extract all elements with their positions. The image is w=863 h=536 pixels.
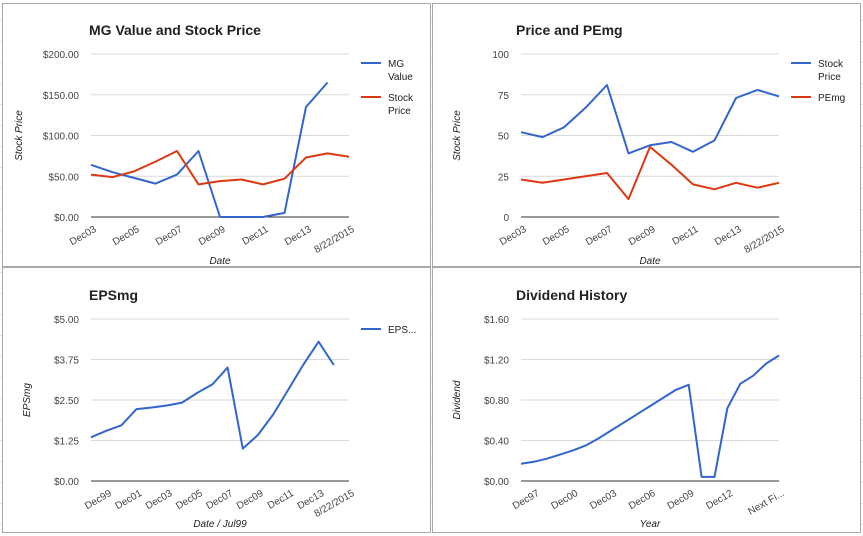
series-line-stock-price <box>520 84 780 155</box>
x-tick-label: Dec05 <box>174 488 205 512</box>
chart-panel-dividend-history[interactable]: Dividend History $0.00 $0.40 $0.80 $1.20 $1.6… <box>432 267 861 533</box>
x-tick-label: Dec01 <box>113 488 144 512</box>
y-tick-label: $100.00 <box>43 132 80 143</box>
legend-label: Stock <box>818 59 844 70</box>
x-tick-label: Next Fi... <box>746 488 786 518</box>
y-tick-label: $1.20 <box>484 356 509 367</box>
x-axis-label: Year <box>640 519 661 530</box>
x-tick-label: Dec13 <box>283 224 314 248</box>
x-tick-label: Dec11 <box>266 488 296 512</box>
legend-label: Price <box>818 72 841 83</box>
legend-label: Stock <box>388 93 414 104</box>
x-tick-label: Dec09 <box>235 488 266 512</box>
y-tick-label: $0.00 <box>54 477 79 488</box>
y-tick-label: $3.75 <box>54 356 79 367</box>
x-tick-label: 8/22/2015 <box>742 224 786 256</box>
chart-dividend-history-svg: Dividend History $0.00 $0.40 $0.80 $1.20 $1.6… <box>452 287 787 530</box>
x-tick-label: Dec05 <box>541 224 572 248</box>
x-tick-label: 8/22/2015 <box>312 224 356 256</box>
y-tick-label: $1.60 <box>484 315 509 326</box>
x-tick-label: Dec07 <box>584 224 615 248</box>
legend-label: MG <box>388 59 404 70</box>
x-tick-label: Dec09 <box>666 488 697 512</box>
chart-panel-epsmg[interactable]: EPSmg $0.00 $1.25 $2.50 $3.75 $5.00 Dec99 Dec01… <box>2 267 431 533</box>
y-axis-label: Stock Price <box>452 110 463 161</box>
chart-title: MG Value and Stock Price <box>89 22 261 38</box>
chart-title: Dividend History <box>516 287 627 303</box>
y-axis-label: EPSmg <box>22 383 33 417</box>
x-axis-label: Date / Jul99 <box>193 519 247 530</box>
chart-title: Price and PEmg <box>516 22 623 38</box>
x-tick-label: Dec12 <box>704 488 735 512</box>
y-tick-label: 75 <box>498 91 510 102</box>
chart-panel-mg-value[interactable]: MG Value and Stock Price $0.00 $50.00 $100.… <box>2 3 431 267</box>
series-line-mg-value <box>90 81 329 218</box>
x-tick-label: Dec07 <box>154 224 185 248</box>
series-line-eps <box>90 340 335 450</box>
y-axis-label: Dividend <box>452 380 463 419</box>
x-tick-label: Dec03 <box>144 488 175 512</box>
y-tick-label: $0.00 <box>484 477 509 488</box>
x-tick-label: Dec03 <box>588 488 619 512</box>
legend-label: Value <box>388 72 413 83</box>
x-tick-label: Dec11 <box>671 224 701 248</box>
chart-title: EPSmg <box>89 287 138 303</box>
y-tick-label: $5.00 <box>54 315 79 326</box>
x-tick-label: Dec13 <box>713 224 744 248</box>
x-tick-label: Dec06 <box>627 488 658 512</box>
y-tick-label: $0.80 <box>484 396 509 407</box>
chart-mg-value-svg: MG Value and Stock Price $0.00 $50.00 $100.… <box>14 22 414 267</box>
legend-label: Price <box>388 106 411 117</box>
y-tick-label: $2.50 <box>54 396 79 407</box>
y-tick-label: 50 <box>498 132 510 143</box>
x-tick-label: Dec07 <box>205 488 236 512</box>
legend-label: PEmg <box>818 93 845 104</box>
x-tick-label: Dec05 <box>111 224 142 248</box>
x-tick-label: Dec03 <box>498 224 529 248</box>
series-line-series-1 <box>520 354 780 478</box>
x-tick-label: Dec99 <box>83 488 114 512</box>
y-tick-label: 25 <box>498 172 510 183</box>
y-tick-label: 0 <box>503 213 509 224</box>
series-line-pemg <box>520 145 780 201</box>
y-tick-label: $150.00 <box>43 91 80 102</box>
x-tick-label: Dec11 <box>241 224 271 248</box>
y-tick-label: $200.00 <box>43 50 80 61</box>
y-tick-label: 100 <box>492 50 509 61</box>
legend-label: EPS... <box>388 325 416 336</box>
x-tick-label: Dec00 <box>550 488 581 512</box>
x-tick-label: Dec09 <box>627 224 658 248</box>
chart-price-pemg-svg: Price and PEmg 0 25 50 75 100 Dec03 Dec05 Dec07 D… <box>452 22 845 267</box>
y-tick-label: $0.00 <box>54 213 79 224</box>
y-tick-label: $50.00 <box>48 172 79 183</box>
x-tick-label: Dec03 <box>68 224 99 248</box>
x-tick-label: Dec09 <box>197 224 228 248</box>
x-axis-label: Date <box>209 256 231 267</box>
chart-epsmg-svg: EPSmg $0.00 $1.25 $2.50 $3.75 $5.00 Dec99 Dec01… <box>22 287 416 530</box>
chart-panel-price-pemg[interactable]: Price and PEmg 0 25 50 75 100 Dec03 Dec05 Dec07 D… <box>432 3 861 267</box>
series-line-stock-price <box>90 150 350 186</box>
x-tick-label: Dec97 <box>511 488 542 512</box>
y-axis-label: Stock Price <box>14 110 25 161</box>
x-axis-label: Date <box>639 256 661 267</box>
y-tick-label: $1.25 <box>54 437 79 448</box>
y-tick-label: $0.40 <box>484 437 509 448</box>
